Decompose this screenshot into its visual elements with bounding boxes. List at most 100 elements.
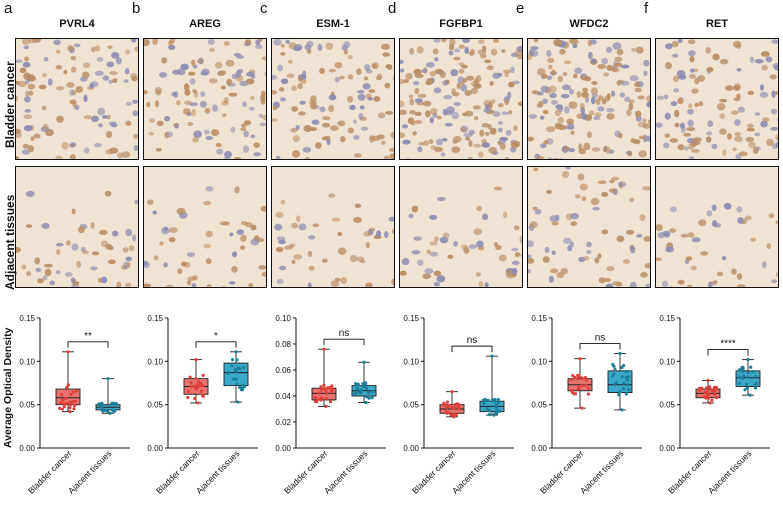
significance-bracket [451, 345, 493, 353]
data-point [580, 384, 584, 388]
data-point [324, 396, 329, 401]
significance-label: ns [595, 333, 606, 344]
data-point [200, 393, 205, 397]
panel-letter-b: b [132, 0, 141, 17]
data-point [226, 372, 230, 376]
data-point [322, 347, 326, 351]
micrograph-cancer-areg [143, 38, 267, 160]
data-point [569, 378, 573, 382]
data-point [613, 383, 617, 387]
row-label-cancer: Bladder cancer [3, 61, 17, 148]
data-point [446, 410, 450, 415]
data-point [363, 381, 368, 385]
box-chart-fgfbp1: 0.00 0.05 0.10 0.15 Bladder cancer Ajacent ti… [394, 310, 522, 515]
data-point [232, 377, 236, 381]
data-point [68, 400, 73, 404]
data-point [361, 382, 365, 386]
y-tick-label: 0.05 [659, 401, 675, 410]
data-point [359, 391, 363, 395]
data-point [578, 357, 582, 361]
data-point [445, 405, 449, 410]
data-point [748, 393, 752, 397]
data-point [324, 389, 328, 393]
data-point [745, 386, 749, 390]
data-point [714, 396, 719, 400]
data-point [58, 406, 62, 411]
data-point [487, 413, 492, 417]
data-point [64, 396, 68, 401]
data-point [69, 392, 73, 396]
gene-title-areg: AREG [189, 18, 221, 30]
data-point [64, 401, 69, 405]
data-point [586, 392, 591, 396]
y-tick-label: 0.10 [659, 357, 675, 366]
data-point [737, 381, 741, 386]
micrograph-cancer-fgfbp1 [399, 38, 523, 160]
data-point [626, 375, 631, 379]
data-point [201, 373, 205, 377]
data-point [328, 399, 333, 404]
data-point [186, 389, 191, 394]
data-point [68, 410, 72, 414]
data-point [106, 409, 110, 413]
data-point [570, 390, 575, 395]
data-point [494, 405, 499, 409]
data-point [353, 392, 357, 396]
data-point [580, 376, 584, 380]
panel-letter-c: c [260, 0, 268, 17]
data-point [195, 387, 199, 391]
data-point [706, 378, 710, 382]
data-point [193, 384, 197, 388]
data-point [189, 381, 193, 385]
data-point [452, 405, 456, 409]
data-point [707, 392, 711, 396]
data-point [73, 399, 78, 403]
data-point [106, 377, 110, 381]
data-point [490, 354, 494, 358]
data-point [59, 392, 64, 397]
data-point [364, 395, 368, 399]
micrograph-adjacent-esm-1 [271, 166, 395, 288]
data-point [234, 350, 238, 354]
data-point [703, 391, 707, 395]
data-point [324, 391, 329, 395]
data-point [740, 369, 745, 373]
y-tick-label: 0.15 [659, 314, 675, 323]
row-label-adjacent: Adjacent tissues [3, 194, 17, 290]
data-point [97, 402, 101, 406]
data-point [704, 386, 709, 390]
data-point [625, 383, 630, 387]
data-point [313, 395, 317, 400]
data-point [329, 390, 333, 394]
data-point [753, 386, 758, 390]
data-point [490, 398, 495, 402]
micrograph-adjacent-fgfbp1 [399, 166, 523, 288]
micrograph-adjacent-pvrl4 [15, 166, 139, 288]
data-point [62, 402, 66, 407]
data-point [235, 358, 239, 362]
data-point [744, 382, 749, 386]
data-point [702, 395, 706, 399]
data-point [710, 398, 714, 402]
gene-title-wfdc2: WFDC2 [569, 18, 609, 30]
data-point [186, 395, 190, 400]
data-point [486, 398, 490, 402]
micrograph-adjacent-areg [143, 166, 267, 288]
data-point [618, 390, 622, 394]
significance-bracket [67, 341, 109, 348]
data-point [738, 368, 742, 372]
data-point [112, 409, 116, 414]
data-point [195, 384, 199, 388]
y-tick-label: 0.08 [275, 340, 291, 349]
data-point [242, 384, 247, 389]
data-point [708, 385, 712, 389]
data-point [700, 386, 704, 390]
data-point [238, 367, 242, 371]
data-point [354, 381, 358, 386]
box-chart-ret: 0.00 0.05 0.10 0.15 Bladder cancer Ajacent ti… [650, 310, 778, 515]
data-point [109, 402, 114, 406]
data-point [322, 383, 326, 387]
data-point [751, 369, 755, 374]
data-point [492, 413, 496, 417]
data-point [367, 396, 371, 400]
